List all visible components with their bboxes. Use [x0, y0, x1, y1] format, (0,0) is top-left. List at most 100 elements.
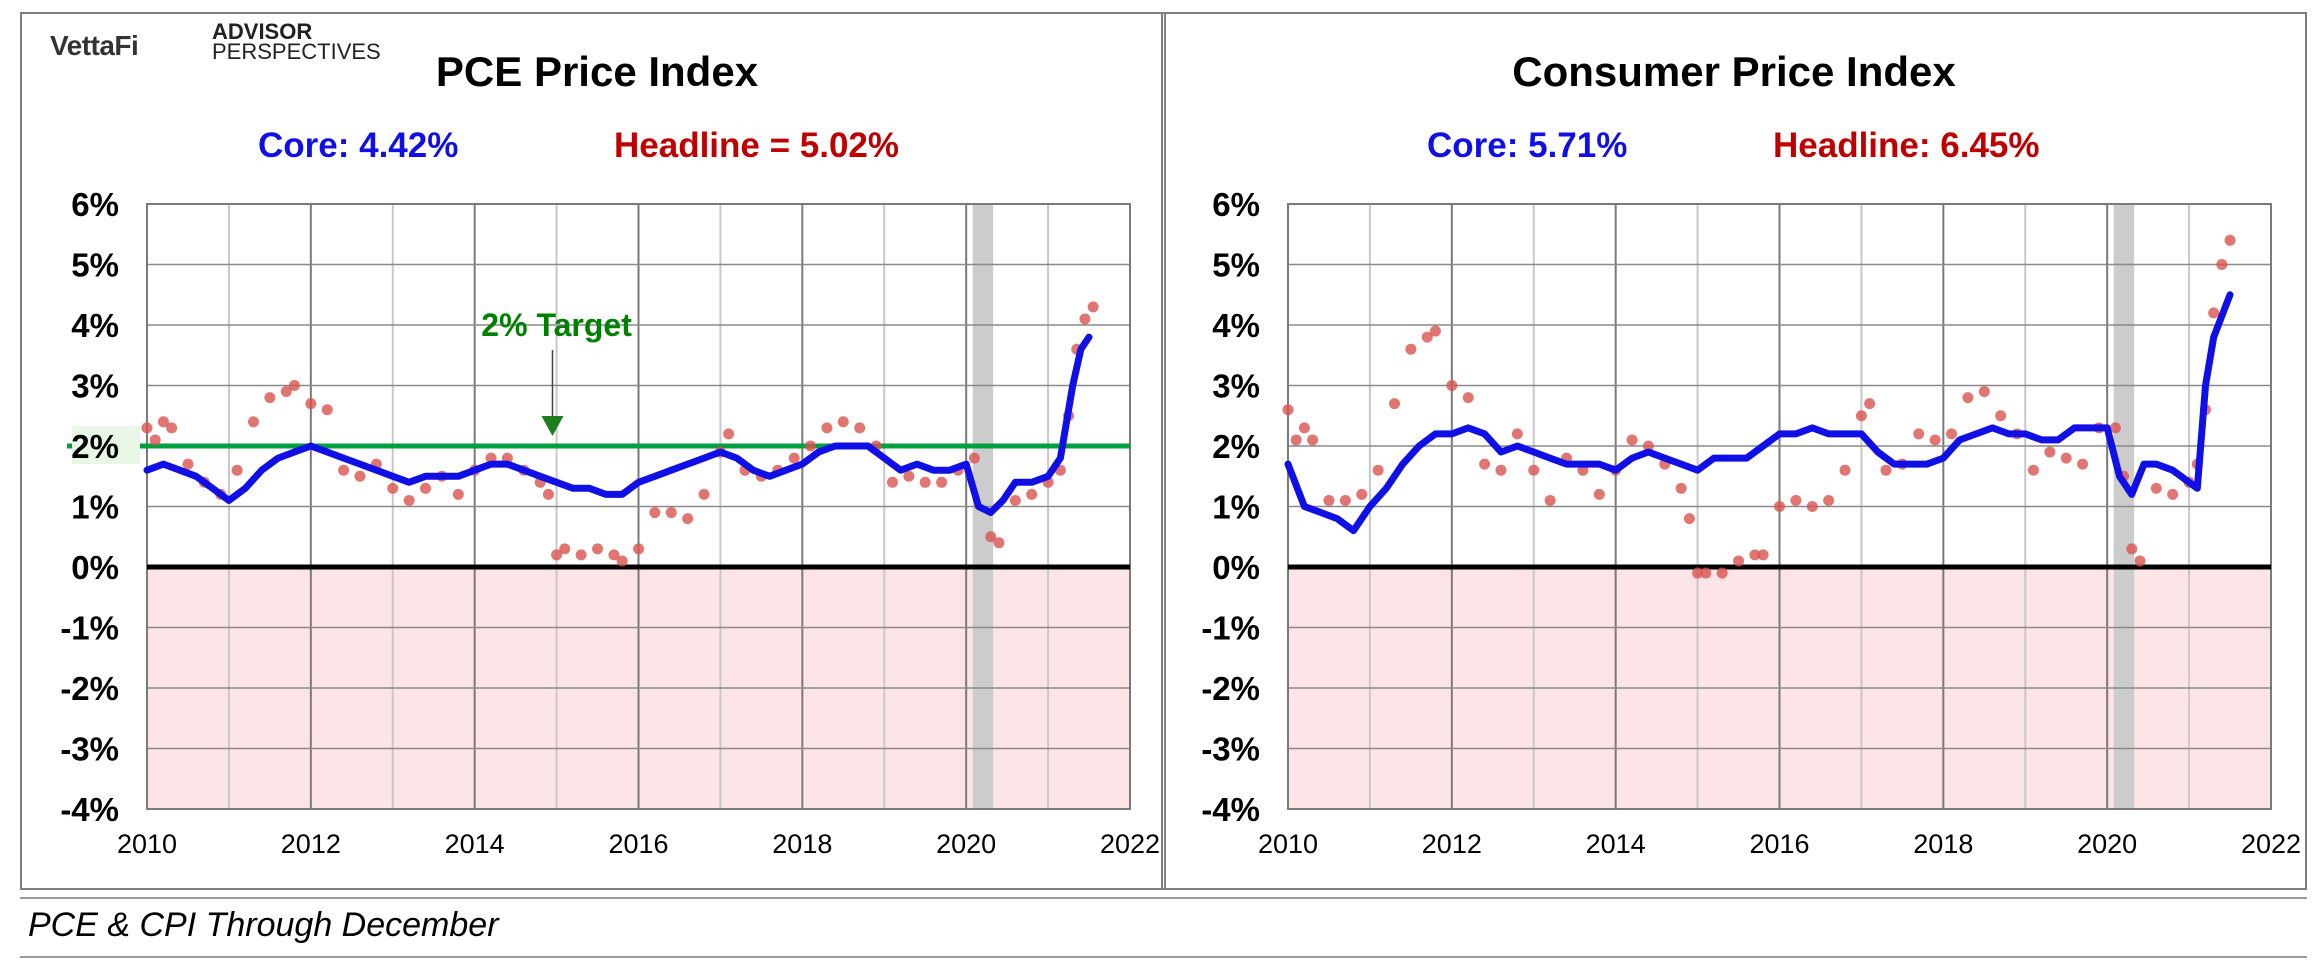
pce-headline-point: [805, 440, 817, 452]
pce-headline-point: [886, 476, 898, 488]
pce-headline-point: [665, 507, 677, 519]
cpi-headline-point: [1593, 488, 1605, 500]
pce-headline-point: [649, 507, 661, 519]
pce-headline-point: [182, 458, 194, 470]
pce-headline-point: [633, 543, 644, 555]
cpi-headline-point: [2077, 458, 2089, 470]
pce-headline-point: [616, 555, 628, 567]
cpi-headline-point: [1446, 380, 1458, 391]
pce-headline-point: [936, 476, 948, 488]
pce-xtick-label: 2022: [1100, 829, 1160, 859]
pce-headline-point: [149, 434, 161, 446]
caption-bottom-rule: [20, 956, 2307, 958]
cpi-headline-point: [2167, 488, 2179, 500]
cpi-ytick-label: -3%: [1201, 731, 1260, 768]
pce-headline-point: [985, 531, 997, 543]
pce-core-label: Core: 4.42%: [258, 126, 459, 165]
caption-top-rule: [20, 897, 2307, 899]
cpi-chart-panel: Consumer Price Index Core: 5.71% Headlin…: [1161, 12, 2307, 890]
cpi-headline-point: [1749, 549, 1761, 561]
cpi-xtick-label: 2014: [1586, 829, 1646, 859]
cpi-headline-point: [1462, 392, 1474, 404]
cpi-headline-point: [1978, 386, 1990, 398]
pce-headline-point: [788, 452, 800, 464]
cpi-xtick-label: 2016: [1749, 829, 1809, 859]
pce-chart-panel: VettaFi ADVISOR PERSPECTIVES PCE Price I…: [20, 12, 1166, 890]
cpi-headline-point: [1913, 428, 1925, 440]
cpi-headline-point: [1946, 428, 1958, 440]
pce-ytick-label: -1%: [60, 610, 119, 647]
cpi-xtick-label: 2012: [1422, 829, 1482, 859]
cpi-headline-point: [1995, 410, 2007, 422]
cpi-headline-point: [1495, 464, 1507, 476]
cpi-ytick-label: 5%: [1212, 247, 1260, 284]
cpi-chart-title: Consumer Price Index: [1512, 48, 1956, 95]
cpi-headline-point: [1356, 488, 1368, 500]
cpi-chart-plot: 6% 5% 4% 3% 2% 1% 0% -1% -2% -3% -4%2010 2012 2014 20…: [1201, 186, 2301, 859]
pce-headline-point: [231, 464, 243, 476]
pce-headline-point: [387, 482, 399, 494]
pce-plot-border: [146, 203, 1131, 810]
cpi-headline-point: [1429, 325, 1441, 337]
pce-headline-point: [821, 422, 833, 434]
pce-headline-point: [338, 464, 350, 476]
pce-chart-title: PCE Price Index: [435, 48, 759, 95]
cpi-headline-point: [1323, 494, 1335, 506]
cpi-headline-point: [1511, 428, 1523, 440]
cpi-headline-point: [2044, 446, 2056, 458]
cpi-headline-point: [1528, 464, 1540, 476]
pce-headline-point: [592, 543, 604, 555]
cpi-headline-point: [1642, 440, 1654, 452]
pce-headline-point: [280, 386, 292, 398]
pce-xtick-label: 2018: [772, 829, 832, 859]
cpi-headline-point: [2060, 452, 2072, 464]
pce-headline-point: [723, 428, 735, 440]
cpi-ytick-label: 2%: [1212, 428, 1260, 465]
cpi-headline-point: [2126, 543, 2138, 555]
cpi-headline-point: [1864, 398, 1876, 410]
pce-headline-point: [420, 482, 432, 494]
pce-target-arrow-head: [541, 416, 564, 436]
pce-xtick-label: 2016: [608, 829, 668, 859]
cpi-headline-point: [1372, 464, 1384, 476]
pce-headline-point: [1009, 494, 1021, 506]
advisor-logo-line1: ADVISOR: [212, 19, 313, 44]
cpi-xtick-label: 2020: [2077, 829, 2137, 859]
pce-headline-point: [698, 488, 710, 500]
cpi-headline-point: [2224, 234, 2236, 246]
cpi-headline-point: [1757, 549, 1769, 561]
pce-headline-point: [141, 422, 153, 434]
cpi-headline-point: [1479, 458, 1491, 470]
cpi-ytick-label: 4%: [1212, 307, 1260, 344]
cpi-headline-point: [1307, 434, 1319, 446]
cpi-headline-point: [1733, 555, 1745, 567]
vettafi-logo: VettaFi: [50, 30, 139, 61]
cpi-headline-point: [1282, 404, 1294, 416]
pce-headline-label: Headline = 5.02%: [614, 126, 900, 165]
cpi-headline-point: [1700, 567, 1712, 579]
pce-headline-point: [837, 416, 849, 428]
cpi-headline-point: [1675, 482, 1687, 494]
pce-ytick-label: 4%: [71, 307, 119, 344]
pce-ytick-label: 0%: [71, 549, 119, 586]
pce-ytick-label: 3%: [71, 368, 119, 405]
cpi-headline-point: [1823, 494, 1835, 506]
pce-headline-point: [854, 422, 866, 434]
cpi-headline-point: [1839, 464, 1851, 476]
pce-xtick-label: 2014: [445, 829, 505, 859]
cpi-headline-label: Headline: 6.45%: [1773, 126, 2040, 165]
pce-headline-point: [1079, 313, 1091, 325]
cpi-headline-point: [1692, 567, 1704, 579]
pce-headline-point: [354, 470, 366, 482]
pce-ytick-label: -3%: [60, 731, 119, 768]
pce-headline-point: [157, 416, 169, 428]
cpi-headline-point: [1855, 410, 1867, 422]
cpi-core-line: [1284, 291, 2234, 535]
pce-headline-point: [166, 422, 178, 434]
pce-headline-point: [919, 476, 931, 488]
pce-headline-point: [288, 380, 300, 391]
pce-headline-point: [993, 537, 1005, 549]
cpi-headline-point: [1544, 494, 1556, 506]
cpi-xtick-label: 2010: [1258, 829, 1318, 859]
pce-xtick-label: 2012: [281, 829, 341, 859]
